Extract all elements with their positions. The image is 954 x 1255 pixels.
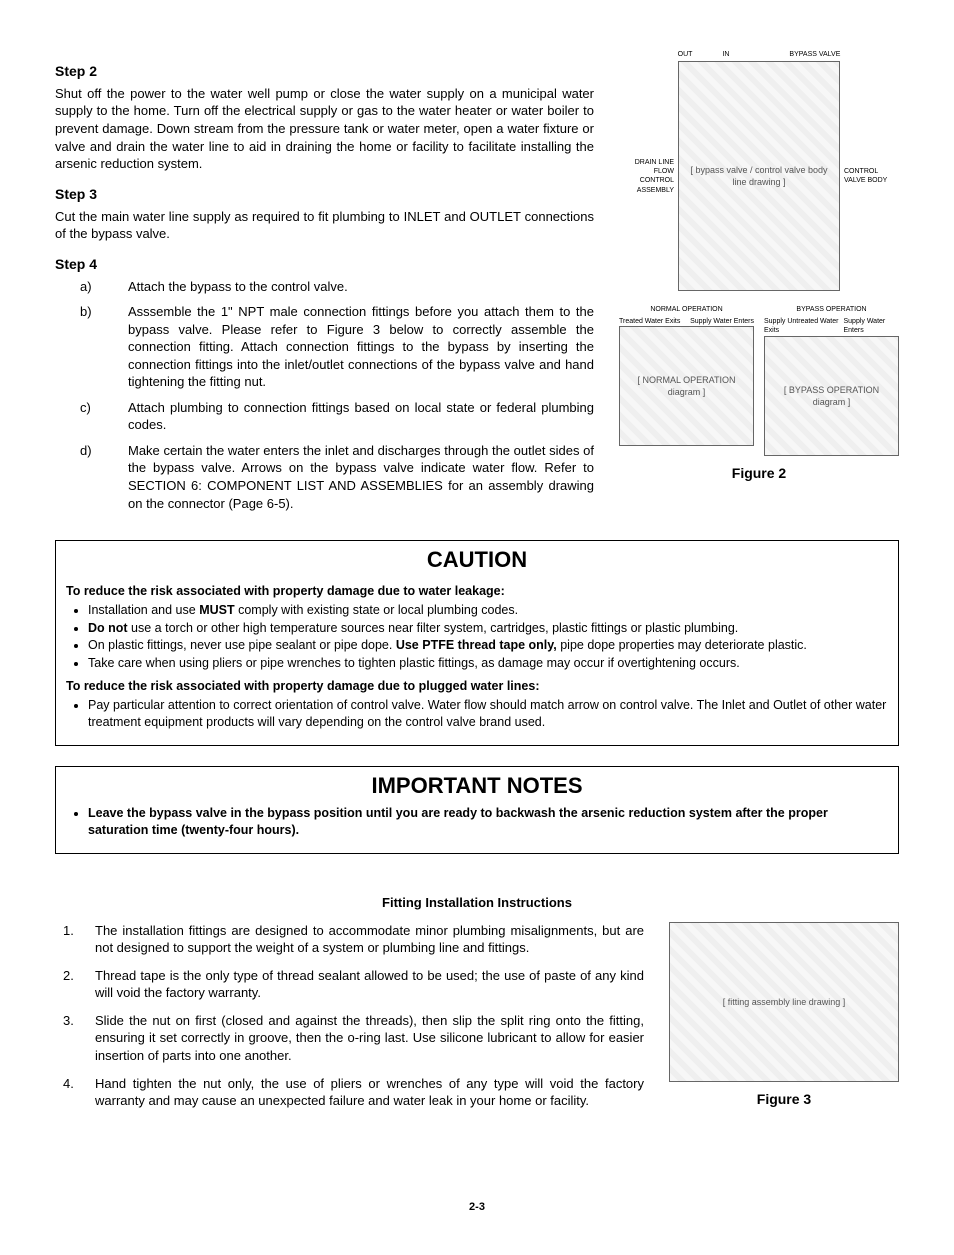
- step4-a-text: Attach the bypass to the control valve.: [128, 278, 594, 296]
- fit-3-text: Slide the nut on first (closed and again…: [95, 1012, 644, 1065]
- caution-b5: Pay particular attention to correct orie…: [88, 697, 888, 731]
- fit-2-text: Thread tape is the only type of thread s…: [95, 967, 644, 1002]
- caution-lead2: To reduce the risk associated with prope…: [66, 678, 888, 695]
- figure2-column: OUT IN BYPASS VALVE DRAIN LINE FLOW CONT…: [619, 50, 899, 520]
- important-b1: Leave the bypass valve in the bypass pos…: [88, 805, 888, 839]
- figure2-caption: Figure 2: [619, 464, 899, 483]
- fig2-supply-enters-r: Supply Water Enters: [843, 317, 899, 336]
- figure3-caption: Figure 3: [669, 1090, 899, 1109]
- fit-1-text: The installation fittings are designed t…: [95, 922, 644, 957]
- step4-heading: Step 4: [55, 255, 594, 274]
- fig2-drain-label: DRAIN LINE FLOW CONTROL ASSEMBLY: [619, 158, 674, 196]
- fig2-supply-enters-l: Supply Water Enters: [690, 317, 754, 326]
- step4-b-text: Asssemble the 1" NPT male connection fit…: [128, 303, 594, 391]
- fig2-bypass-op-label: BYPASS OPERATION: [764, 305, 899, 314]
- caution-box: CAUTION To reduce the risk associated wi…: [55, 540, 899, 746]
- fig2-in-label: IN: [722, 50, 729, 59]
- step3-body: Cut the main water line supply as requir…: [55, 208, 594, 243]
- fig2-normal-diagram: [ NORMAL OPERATION diagram ]: [619, 326, 754, 446]
- caution-b3: On plastic fittings, never use pipe seal…: [88, 637, 888, 654]
- caution-title: CAUTION: [56, 541, 898, 577]
- caution-b2: Do not use a torch or other high tempera…: [88, 620, 888, 637]
- fitting-list: 1.The installation fittings are designed…: [55, 922, 644, 1110]
- fit-4-num: 4.: [55, 1075, 95, 1110]
- fig2-treated-exits: Treated Water Exits: [619, 317, 680, 326]
- caution-b4: Take care when using pliers or pipe wren…: [88, 655, 888, 672]
- fit-4-text: Hand tighten the nut only, the use of pl…: [95, 1075, 644, 1110]
- important-title: IMPORTANT NOTES: [56, 767, 898, 803]
- step4-b-label: b): [55, 303, 128, 391]
- fit-3-num: 3.: [55, 1012, 95, 1065]
- step4-c-text: Attach plumbing to connection fittings b…: [128, 399, 594, 434]
- fig2-normal-label: NORMAL OPERATION: [619, 305, 754, 314]
- step2-heading: Step 2: [55, 62, 594, 81]
- fig2-untreated-exits: Supply Untreated Water Exits: [764, 317, 843, 336]
- step2-body: Shut off the power to the water well pum…: [55, 85, 594, 173]
- step4-d-text: Make certain the water enters the inlet …: [128, 442, 594, 512]
- fig2-main-diagram: [ bypass valve / control valve body line…: [678, 61, 840, 291]
- page-number: 2-3: [55, 1200, 899, 1215]
- figure3-diagram: [ fitting assembly line drawing ]: [669, 922, 899, 1082]
- instruction-text-column: Step 2 Shut off the power to the water w…: [55, 50, 594, 520]
- fitting-title: Fitting Installation Instructions: [55, 894, 899, 912]
- step4-d-label: d): [55, 442, 128, 512]
- fig2-bypass-valve-label: BYPASS VALVE: [789, 50, 840, 59]
- fig2-ctrl-label: CONTROL VALVE BODY: [844, 167, 899, 186]
- fit-1-num: 1.: [55, 922, 95, 957]
- caution-lead1: To reduce the risk associated with prope…: [66, 583, 888, 600]
- fig2-bypass-diagram: [ BYPASS OPERATION diagram ]: [764, 336, 899, 456]
- fit-2-num: 2.: [55, 967, 95, 1002]
- step3-heading: Step 3: [55, 185, 594, 204]
- caution-b1: Installation and use MUST comply with ex…: [88, 602, 888, 619]
- step4-list: a)Attach the bypass to the control valve…: [55, 278, 594, 513]
- fig2-out-label: OUT: [678, 50, 693, 59]
- step4-c-label: c): [55, 399, 128, 434]
- important-box: IMPORTANT NOTES Leave the bypass valve i…: [55, 766, 899, 854]
- step4-a-label: a): [55, 278, 128, 296]
